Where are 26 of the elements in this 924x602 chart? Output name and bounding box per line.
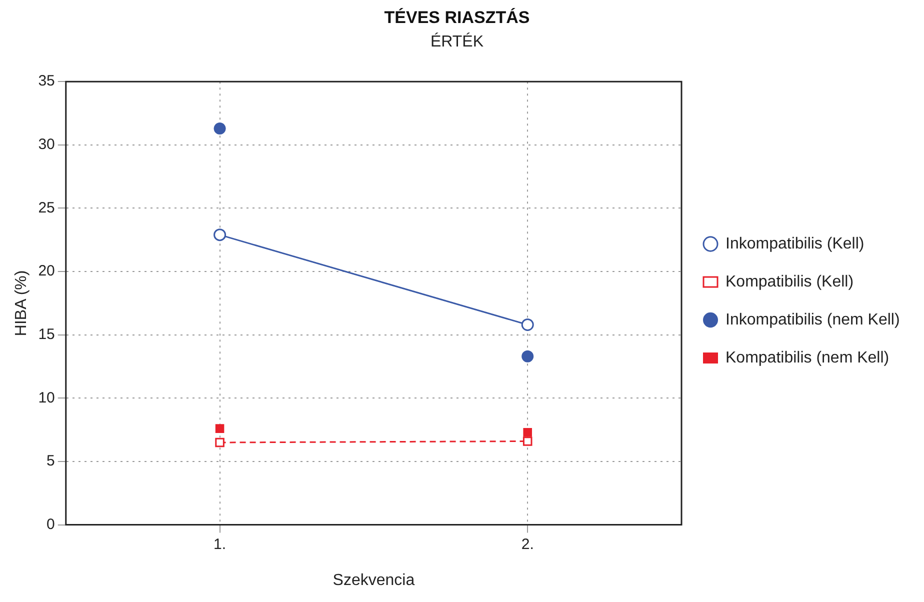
legend-label: Kompatibilis (Kell): [726, 273, 854, 290]
y-axis-title: HIBA (%): [13, 270, 30, 336]
point: [214, 122, 226, 134]
point: [214, 228, 226, 242]
legend-label: Kompatibilis (nem Kell): [726, 349, 890, 366]
y-tick-label: 30: [38, 136, 55, 154]
point: [523, 428, 532, 437]
chart-title: TÉVES RIASZTÁS: [384, 6, 530, 27]
point: [215, 438, 224, 448]
chart-subtitle: ÉRTÉK: [430, 32, 484, 50]
x-tick-label: 1.: [214, 536, 226, 553]
y-tick-label: 35: [38, 72, 55, 90]
point: [521, 318, 534, 331]
y-tick-label: 5: [46, 452, 55, 470]
point: [215, 424, 224, 433]
y-tick-label: 20: [38, 262, 55, 280]
point: [522, 436, 532, 446]
y-tick-label: 15: [38, 326, 55, 343]
legend-label: Inkompatibilis (Kell): [726, 235, 864, 252]
x-tick-label: 2.: [521, 536, 534, 553]
x-axis-title: Szekvencia: [332, 572, 415, 589]
y-tick-label: 0: [46, 516, 55, 533]
y-tick-label: 25: [38, 199, 55, 216]
legend-label: Inkompatibilis (nem Kell): [726, 311, 900, 328]
point: [522, 350, 534, 362]
y-tick-label: 10: [38, 389, 55, 406]
